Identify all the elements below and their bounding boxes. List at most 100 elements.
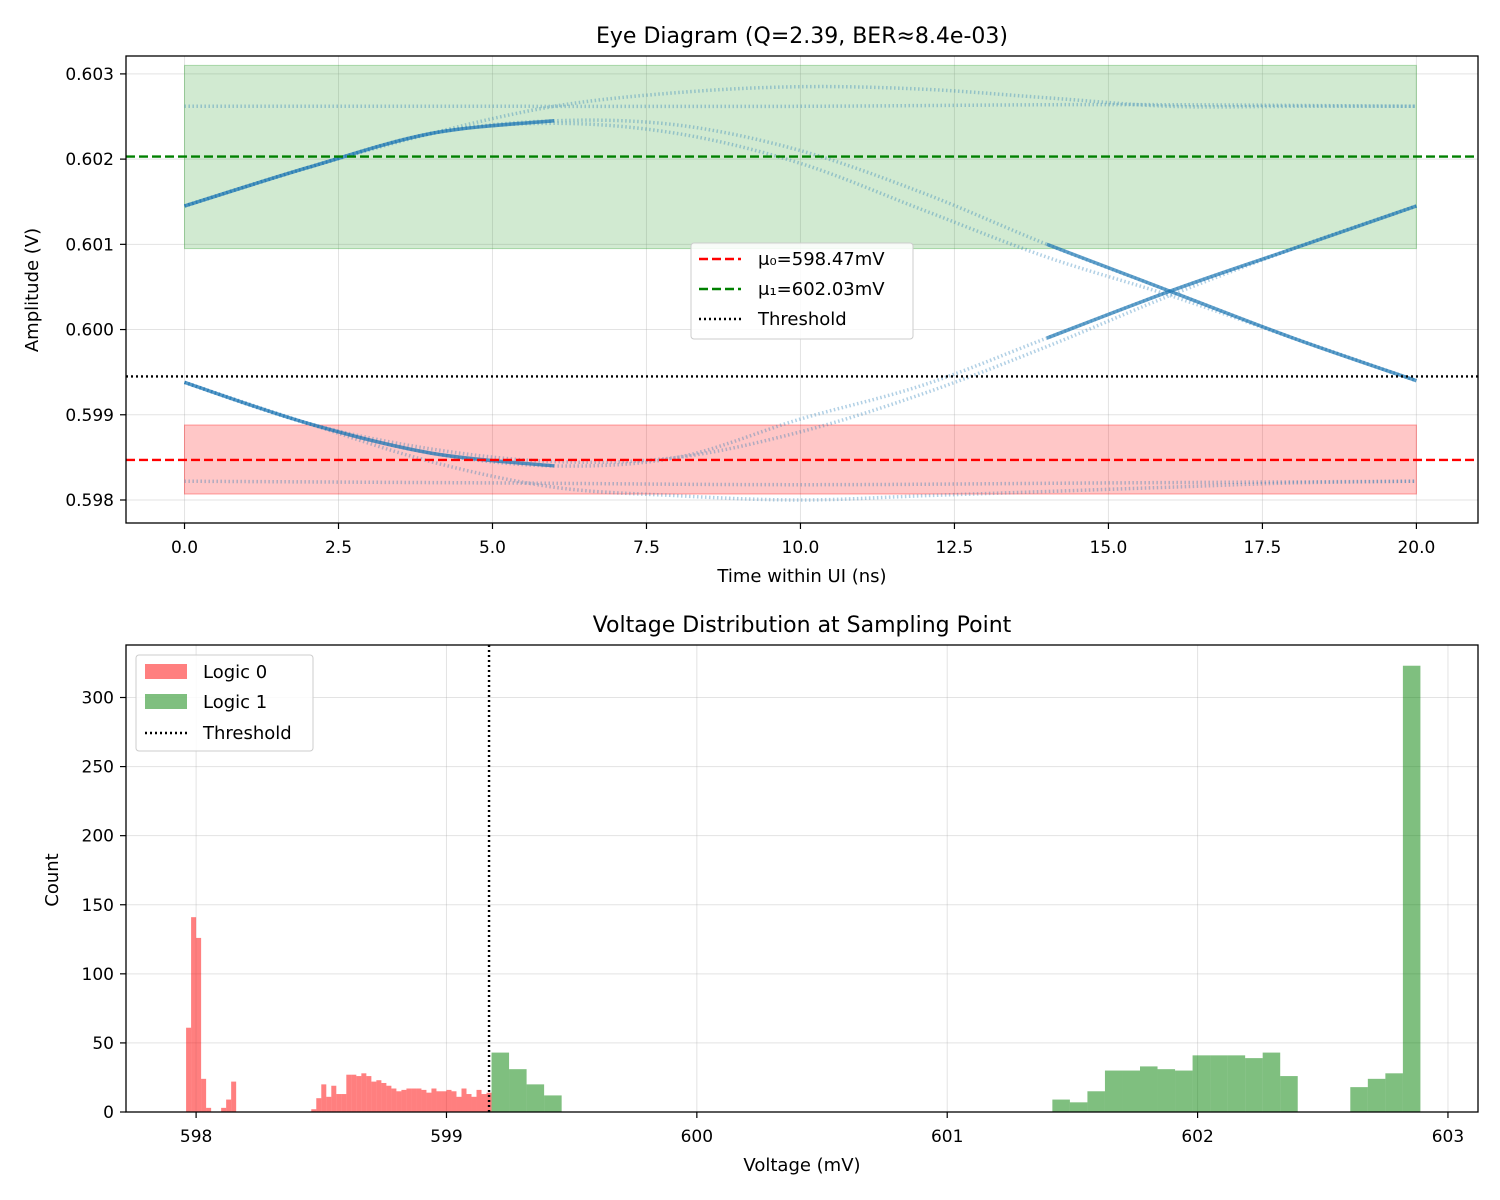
hist-ytick-label-1: 50 — [92, 1034, 114, 1054]
trace-rise-0-1-late — [183, 204, 1417, 465]
legend-hist-threshold-label: Threshold — [202, 723, 292, 744]
hist-bar-logic1-50 — [1367, 1078, 1386, 1112]
hist-ytick-label-4: 200 — [82, 827, 114, 847]
hist-bar-logic1-36 — [1122, 1070, 1140, 1112]
hist-bar-logic0-28 — [326, 1096, 332, 1112]
hist-y-ticks: 0 50 100 150 200 250 300 — [82, 689, 126, 1123]
hist-bar-logic1-32 — [1052, 1099, 1070, 1112]
hist-bar-logic0-53 — [451, 1091, 457, 1112]
eye-reference-lines — [126, 155, 1478, 462]
legend-mu1-label: μ₁=602.03mV — [758, 279, 885, 300]
hist-bar-logic0-34 — [356, 1076, 362, 1112]
hist-bar-logic0-30 — [336, 1094, 342, 1112]
trace-dense-end-rise-0-1 — [1046, 204, 1417, 340]
hist-bar-logic0-25 — [311, 1109, 317, 1112]
hist-bar-logic1-3 — [544, 1095, 562, 1112]
hist-bar-logic0-39 — [381, 1082, 387, 1112]
hist-bar-logic0-59 — [481, 1094, 487, 1112]
trace-dense-start-rise-0-1 — [183, 380, 555, 468]
hist-bar-logic0-29 — [331, 1085, 337, 1112]
hist-bar-logic1-39 — [1175, 1070, 1193, 1112]
hist-bar-logic1-34 — [1087, 1091, 1105, 1112]
eye-xtick-label-6: 15.0 — [1090, 538, 1128, 558]
hist-ytick-label-3: 150 — [82, 896, 114, 916]
hist-bar-logic0-0 — [186, 1027, 192, 1112]
legend-logic1-swatch — [145, 694, 187, 709]
legend-logic1-label: Logic 1 — [203, 692, 267, 713]
hist-bar-logic1-33 — [1069, 1102, 1088, 1112]
hist-bar-logic1-0 — [491, 1052, 510, 1112]
hist-bar-logic0-32 — [346, 1074, 352, 1112]
eye-xtick-label-1: 2.5 — [325, 538, 352, 558]
hist-bar-logic0-60 — [486, 1092, 492, 1112]
eye-x-ticks: 0.0 2.5 5.0 7.5 10.0 12.5 15.0 17.5 20.0 — [171, 523, 1435, 558]
eye-title: Eye Diagram (Q=2.39, BER≈8.4e-03) — [596, 24, 1008, 49]
hist-title: Voltage Distribution at Sampling Point — [593, 613, 1012, 638]
trace-dense-start-fall-1-0 — [183, 119, 555, 208]
hist-xtick-label-5: 603 — [1432, 1127, 1464, 1147]
hist-bar-logic0-55 — [461, 1088, 467, 1112]
hist-bar-logic1-49 — [1350, 1087, 1368, 1112]
legend-threshold-label: Threshold — [757, 309, 847, 330]
hist-x-ticks: 598 599 600 601 602 603 — [180, 1112, 1464, 1147]
hist-bars — [186, 665, 1421, 1112]
eye-xtick-label-7: 17.5 — [1243, 538, 1281, 558]
trace-stay-0-flat — [184, 479, 1417, 487]
hist-bar-logic0-1 — [191, 917, 197, 1112]
hist-bar-logic1-38 — [1157, 1069, 1176, 1112]
hist-bar-logic0-58 — [476, 1089, 482, 1112]
eye-xtick-label-3: 7.5 — [633, 538, 660, 558]
hist-bar-logic1-2 — [526, 1084, 545, 1112]
eye-xtick-label-0: 0.0 — [171, 538, 198, 558]
hist-bar-logic1-37 — [1140, 1066, 1158, 1112]
hist-bar-logic0-51 — [441, 1091, 447, 1112]
eye-legend: μ₀=598.47mV μ₁=602.03mV Threshold — [690, 242, 914, 340]
hist-bar-logic1-40 — [1192, 1055, 1211, 1112]
eye-axes-frame — [125, 55, 1479, 524]
hist-xtick-label-4: 602 — [1181, 1127, 1213, 1147]
hist-legend: Logic 0 Logic 1 Threshold — [135, 654, 314, 752]
hist-bar-logic1-44 — [1262, 1052, 1281, 1112]
eye-diagram-panel: 0.0 2.5 5.0 7.5 10.0 12.5 15.0 17.5 20.0 0.5980.… — [22, 24, 1479, 587]
hist-bar-logic0-45 — [411, 1088, 417, 1112]
eye-y-ticks: 0.598 0.599 0.600 0.601 0.602 0.603 — [65, 65, 126, 511]
hist-xtick-label-0: 598 — [180, 1127, 212, 1147]
hist-xtick-label-3: 601 — [931, 1127, 963, 1147]
eye-legend-box — [690, 242, 914, 340]
hist-bar-logic0-42 — [396, 1091, 402, 1112]
hist-bar-logic0-46 — [416, 1088, 422, 1112]
hist-grid — [126, 645, 1478, 1113]
eye-ytick-label-2: 0.600 — [65, 321, 114, 341]
hist-ytick-label-5: 250 — [82, 758, 114, 778]
hist-bar-logic0-56 — [466, 1094, 472, 1112]
eye-ytick-label-3: 0.601 — [65, 235, 114, 255]
hist-bar-logic1-1 — [509, 1069, 527, 1112]
hist-bar-logic0-35 — [361, 1073, 367, 1112]
legend-logic0-swatch — [145, 664, 187, 679]
hist-ytick-label-6: 300 — [82, 689, 114, 709]
eye-ytick-label-1: 0.599 — [65, 406, 114, 426]
hist-bar-logic0-47 — [421, 1089, 427, 1112]
eye-ylabel: Amplitude (V) — [22, 228, 43, 352]
hist-bar-logic0-50 — [436, 1091, 442, 1112]
hist-bar-logic1-51 — [1385, 1073, 1403, 1112]
hist-ylabel: Count — [42, 853, 63, 906]
hist-bar-logic0-52 — [446, 1089, 452, 1112]
legend-mu0-label: μ₀=598.47mV — [758, 249, 885, 270]
hist-bar-logic1-42 — [1227, 1055, 1246, 1112]
hist-bar-logic0-26 — [316, 1098, 322, 1112]
hist-bar-logic0-36 — [366, 1076, 372, 1112]
eye-xtick-label-5: 12.5 — [936, 538, 974, 558]
hist-bar-logic0-37 — [371, 1081, 377, 1112]
trace-dense-end-fall-1-0 — [1046, 242, 1417, 383]
hist-bar-logic0-3 — [201, 1078, 207, 1112]
hist-bar-logic1-52 — [1402, 665, 1421, 1112]
hist-bar-logic0-44 — [406, 1088, 412, 1112]
hist-bar-logic0-2 — [196, 937, 202, 1112]
hist-bar-logic0-8 — [226, 1099, 232, 1112]
hist-bar-logic0-33 — [351, 1074, 357, 1112]
hist-bar-logic0-38 — [376, 1080, 382, 1112]
hist-bar-logic0-43 — [401, 1089, 407, 1112]
hist-bar-logic1-43 — [1245, 1058, 1263, 1112]
